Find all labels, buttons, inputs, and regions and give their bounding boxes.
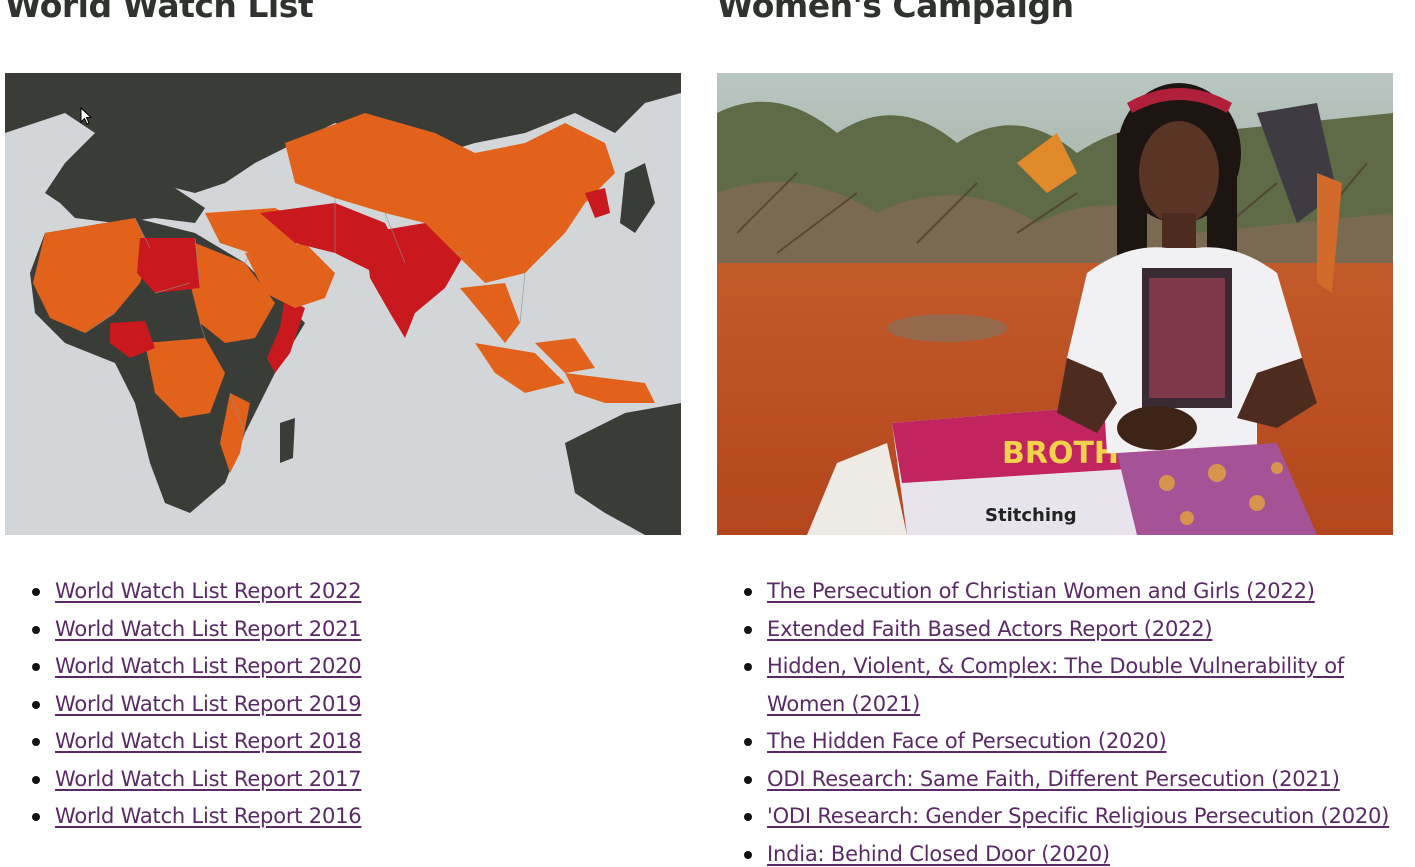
mouse-cursor-icon [80, 107, 92, 125]
list-item: World Watch List Report 2017 [5, 761, 362, 799]
box-sub-text: Stitching [985, 505, 1077, 526]
persecution-map[interactable] [5, 73, 681, 535]
report-link-faith-based-actors[interactable]: Extended Faith Based Actors Report (2022… [767, 616, 1213, 641]
list-item: Extended Faith Based Actors Report (2022… [717, 611, 1389, 649]
report-link-persecution-women-girls[interactable]: The Persecution of Christian Women and G… [767, 579, 1315, 603]
list-item: World Watch List Report 2019 [5, 686, 362, 724]
list-item: Hidden, Violent, & Complex: The Double V… [717, 648, 1389, 686]
womens-campaign-links: The Persecution of Christian Women and G… [717, 573, 1389, 867]
world-watch-list-links: World Watch List Report 2022 World Watch… [5, 573, 362, 836]
section-title-world-watch-list: World Watch List [5, 0, 314, 25]
list-item: World Watch List Report 2021 [5, 611, 362, 649]
report-link-2017[interactable]: World Watch List Report 2017 [55, 766, 362, 791]
report-link-hidden-violent-complex-cont[interactable]: Women (2021) [767, 691, 921, 716]
report-link-2021[interactable]: World Watch List Report 2021 [55, 616, 362, 641]
report-link-2018[interactable]: World Watch List Report 2018 [55, 729, 362, 753]
report-link-2016[interactable]: World Watch List Report 2016 [55, 804, 362, 828]
report-link-india[interactable]: India: Behind Closed Door (2020) [767, 841, 1110, 866]
list-item: 'ODI Research: Gender Specific Religious… [717, 798, 1389, 836]
report-link-same-faith[interactable]: ODI Research: Same Faith, Different Pers… [767, 766, 1340, 791]
report-link-2020[interactable]: World Watch List Report 2020 [55, 654, 362, 678]
list-item: The Persecution of Christian Women and G… [717, 573, 1389, 611]
report-link-hidden-violent-complex[interactable]: Hidden, Violent, & Complex: The Double V… [767, 654, 1345, 678]
list-item: The Hidden Face of Persecution (2020) [717, 723, 1389, 761]
list-item: ODI Research: Same Faith, Different Pers… [717, 761, 1389, 799]
report-link-gender-specific[interactable]: 'ODI Research: Gender Specific Religious… [767, 804, 1390, 828]
report-link-2019[interactable]: World Watch List Report 2019 [55, 691, 362, 716]
list-item: India: Behind Closed Door (2020) [717, 836, 1389, 867]
report-link-2022[interactable]: World Watch List Report 2022 [55, 579, 362, 603]
list-item: World Watch List Report 2018 [5, 723, 362, 761]
list-item-continuation: Women (2021) [717, 686, 1389, 724]
list-item: World Watch List Report 2022 [5, 573, 362, 611]
woman-with-sewing-machine-photo[interactable]: BROTHER Stitching [717, 73, 1393, 535]
section-title-womens-campaign: Women's Campaign [717, 0, 1074, 25]
list-item: World Watch List Report 2020 [5, 648, 362, 686]
list-item: World Watch List Report 2016 [5, 798, 362, 836]
report-link-hidden-face[interactable]: The Hidden Face of Persecution (2020) [767, 729, 1167, 753]
